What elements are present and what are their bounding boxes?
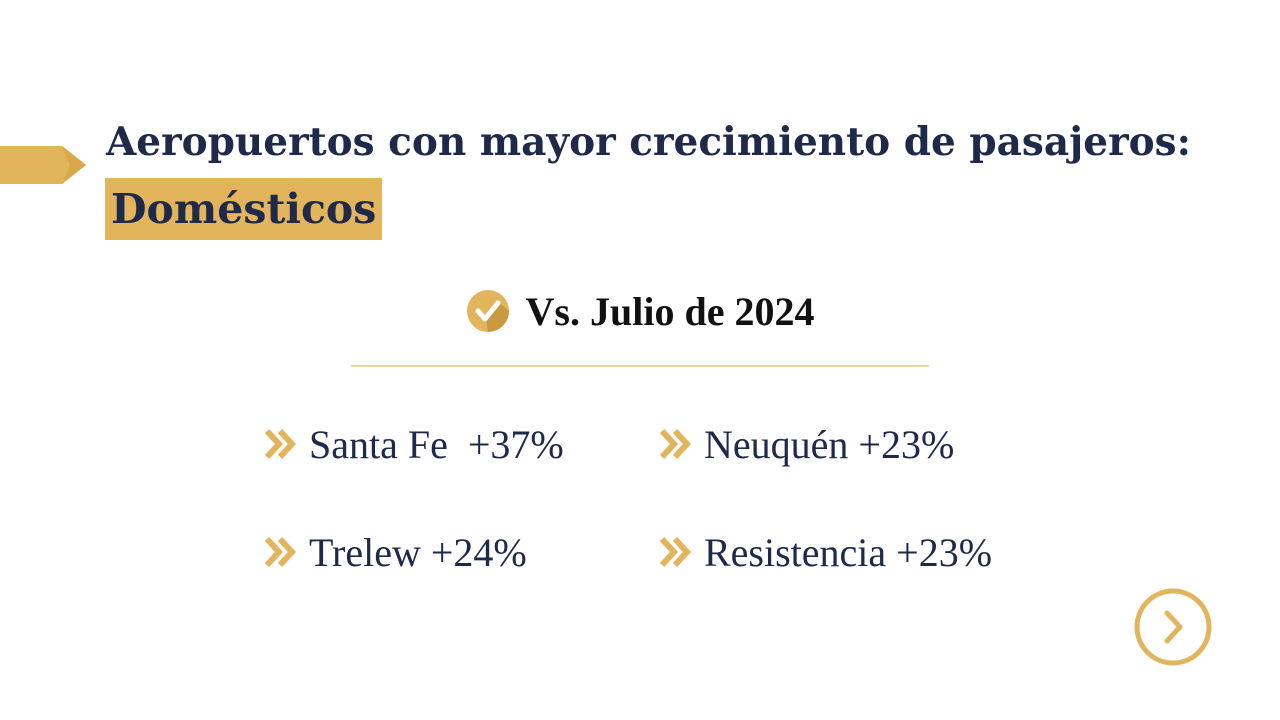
check-circle-icon: [466, 290, 509, 332]
slide-title: Aeropuertos con mayor crecimiento de pas…: [106, 119, 1191, 165]
list-item: Neuquén +23%: [659, 419, 954, 469]
subtitle-row: Vs. Julio de 2024: [0, 282, 1280, 340]
arrow-tab-icon: [0, 146, 86, 184]
double-chevron-icon: [659, 536, 692, 568]
double-chevron-icon: [264, 536, 297, 568]
divider: [351, 365, 929, 367]
double-chevron-icon: [659, 428, 692, 460]
list-item: Santa Fe +37%: [264, 419, 564, 469]
item-label: Resistencia +23%: [704, 529, 993, 575]
list-item: Trelew +24%: [264, 527, 527, 577]
item-label: Trelew +24%: [309, 529, 527, 575]
item-label: Santa Fe +37%: [309, 421, 564, 467]
next-arrow-icon[interactable]: [1133, 587, 1213, 667]
title-highlight: Domésticos: [105, 178, 383, 240]
list-item: Resistencia +23%: [659, 527, 992, 577]
title-highlight-text: Domésticos: [111, 185, 377, 233]
subtitle-text: Vs. Julio de 2024: [525, 288, 815, 334]
item-label: Neuquén +23%: [704, 421, 955, 467]
double-chevron-icon: [264, 428, 297, 460]
